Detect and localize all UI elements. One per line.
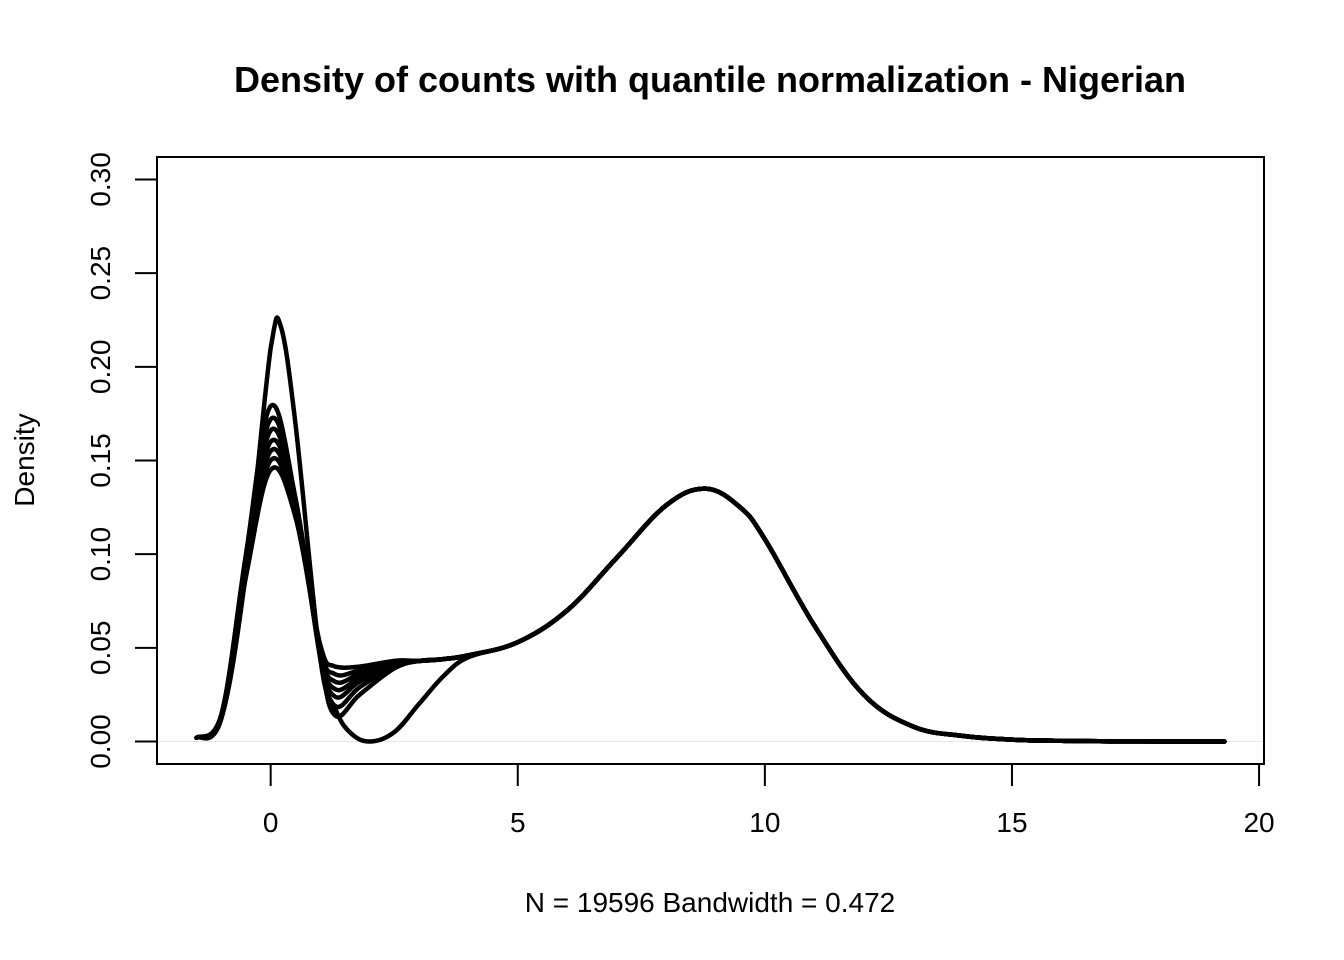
x-tick-label: 0 (263, 807, 279, 838)
y-tick-label: 0.00 (85, 714, 116, 769)
y-tick-label: 0.30 (85, 152, 116, 207)
x-tick-label: 5 (510, 807, 526, 838)
x-tick-label: 10 (749, 807, 780, 838)
y-tick-label: 0.25 (85, 246, 116, 301)
y-tick-label: 0.15 (85, 433, 116, 488)
y-tick-label: 0.05 (85, 621, 116, 676)
y-axis-title: Density (9, 413, 40, 506)
x-axis: 0 5 10 15 20 (263, 763, 1275, 838)
x-axis-title: N = 19596 Bandwidth = 0.472 (525, 887, 896, 918)
y-tick-label: 0.10 (85, 527, 116, 582)
x-tick-label: 20 (1243, 807, 1274, 838)
y-tick-label: 0.20 (85, 340, 116, 395)
x-tick-label: 15 (996, 807, 1027, 838)
y-axis: 0.00 0.05 0.10 0.15 0.20 0.25 0.30 (85, 152, 158, 769)
chart-title: Density of counts with quantile normaliz… (234, 59, 1186, 100)
density-curve-8 (194, 465, 1227, 744)
density-curves (194, 315, 1227, 744)
density-curve-3 (194, 415, 1227, 744)
